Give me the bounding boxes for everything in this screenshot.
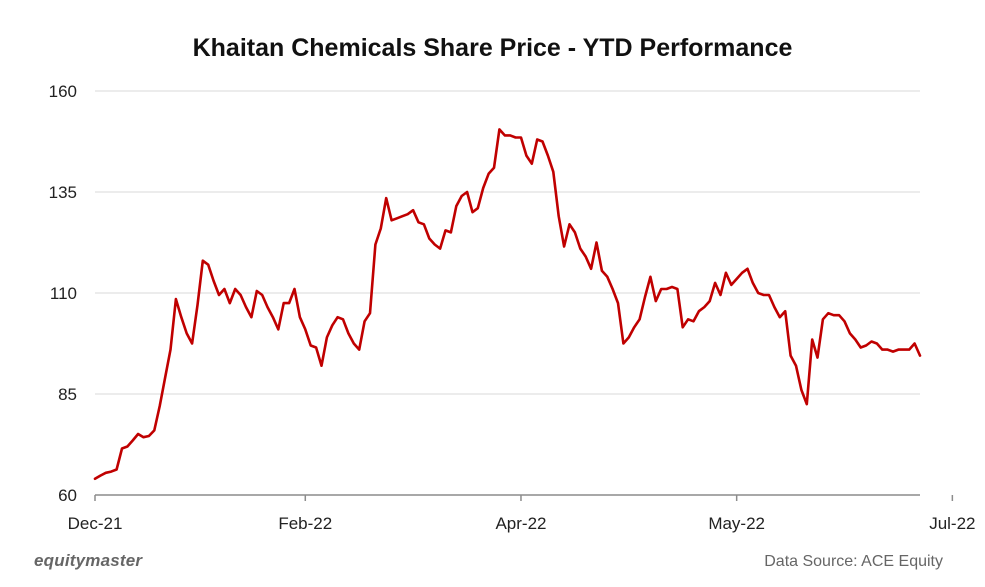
brand-logo: equitymaster [34, 551, 143, 570]
y-tick-label: 135 [49, 183, 77, 202]
y-tick-label: 85 [58, 385, 77, 404]
x-tick-label: Dec-21 [68, 514, 123, 533]
series-line-khaitan-chemicals [93, 128, 922, 481]
x-tick-label: Jul-22 [929, 514, 975, 533]
x-tick-label: Apr-22 [495, 514, 546, 533]
chart-title: Khaitan Chemicals Share Price - YTD Perf… [192, 34, 793, 62]
data-source-note: Data Source: ACE Equity [764, 553, 943, 570]
y-tick-label: 110 [50, 284, 77, 303]
x-tick-label: May-22 [708, 514, 765, 533]
y-tick-label: 160 [49, 82, 77, 101]
y-tick-label: 60 [58, 486, 77, 505]
x-tick-label: Feb-22 [278, 514, 332, 533]
